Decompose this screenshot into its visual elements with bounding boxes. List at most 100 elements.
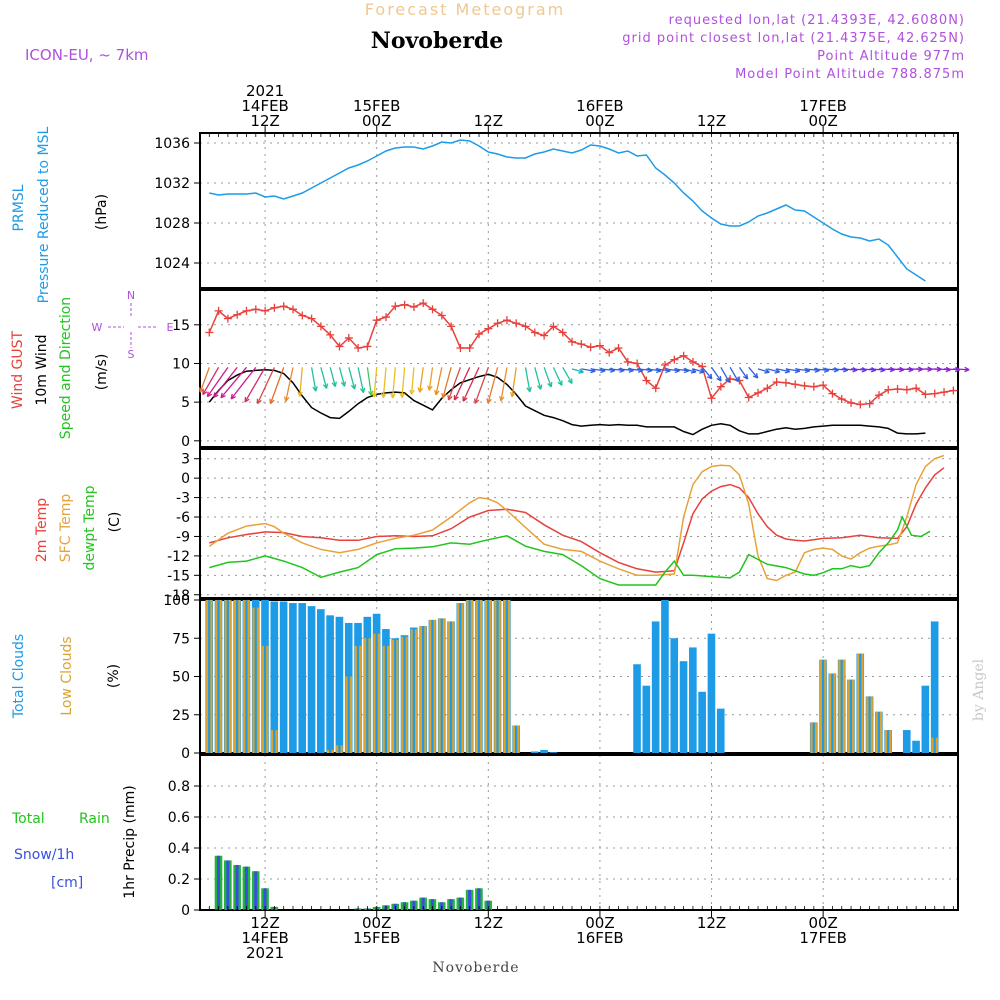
gust-marker xyxy=(465,344,474,353)
wind-labels: Wind GUST 10m Wind Speed and Direction (… xyxy=(10,289,174,439)
gust-marker xyxy=(521,322,530,331)
wind-arrow-head xyxy=(557,380,563,386)
wind-arrow xyxy=(409,367,415,395)
low-cloud-bar xyxy=(935,737,938,753)
wind-arrow-head xyxy=(578,368,584,374)
gust-marker xyxy=(382,313,391,322)
wind-arrow-shaft xyxy=(850,368,867,371)
low-cloud-bar xyxy=(210,600,213,753)
gridpoint-coords: grid point closest lon,lat (21.4375E, 42… xyxy=(622,31,965,46)
total-cloud-bar xyxy=(540,749,548,753)
low-cloud-bar xyxy=(354,645,357,753)
low-cloud-bar xyxy=(368,638,371,753)
low-cloud-bar xyxy=(889,730,892,753)
wind-arrow-head xyxy=(380,392,387,399)
total-cloud-bar xyxy=(642,685,651,753)
wind-arrow xyxy=(474,367,489,404)
wind-arrow-shaft xyxy=(757,368,770,373)
cloud-unit-label: (%) xyxy=(106,664,122,688)
low-cloud-bar xyxy=(247,600,250,753)
gust-marker xyxy=(261,306,270,315)
low-cloud-bar xyxy=(852,679,855,753)
total-cloud-bar xyxy=(512,725,520,753)
low-cloud-bar xyxy=(219,600,222,753)
low-cloud-bar xyxy=(228,600,232,753)
wind-arrow-shaft xyxy=(435,367,443,396)
low-cloud-bar xyxy=(452,621,455,753)
low-cloud-bar xyxy=(494,600,497,753)
wind-arrow-shaft xyxy=(823,368,839,371)
panel-4: 0 0.2 0.4 0.6 0.8 xyxy=(168,754,959,919)
precip-unit-label: 1hr Precip (mm) xyxy=(122,785,138,898)
wind-arrow xyxy=(244,367,266,403)
temp-unit-label: (C) xyxy=(107,512,123,533)
wind-arrow-shaft xyxy=(552,367,563,386)
wind-arrow xyxy=(297,367,303,397)
wind-arrow-head xyxy=(283,396,290,402)
wind-arrow xyxy=(729,367,740,383)
low-cloud-bar xyxy=(387,645,390,753)
gust-marker xyxy=(223,314,232,323)
gust-marker xyxy=(800,381,809,390)
total-cloud-bar xyxy=(493,600,502,753)
top-time-label: 14FEB xyxy=(241,97,288,115)
y-tick-label: -12 xyxy=(167,549,190,565)
gust-marker xyxy=(614,344,623,353)
total-cloud-bar xyxy=(902,730,911,753)
gust-marker xyxy=(456,344,465,353)
low-cloud-bar xyxy=(931,737,934,753)
watermark: by Angel xyxy=(971,658,987,721)
wind-arrow-shaft xyxy=(357,367,365,393)
wind-arrow xyxy=(269,367,285,405)
total-cloud-bar xyxy=(363,616,372,753)
low-cloud-bar xyxy=(359,645,362,753)
wind-arrow xyxy=(230,366,257,400)
wind-arrow-head xyxy=(297,391,303,397)
snow-bar xyxy=(486,900,490,910)
low-cloud-bar xyxy=(438,618,441,753)
total-cloud-bar xyxy=(372,613,381,753)
sfc-label: SFC Temp xyxy=(58,494,74,563)
wind-arrow-head xyxy=(764,368,770,374)
top-time-label: 16FEB xyxy=(576,97,623,115)
wind-arrow-head xyxy=(390,393,396,399)
wind-arrow-shaft xyxy=(453,367,471,401)
low-cloud-bar xyxy=(233,600,236,753)
low-cloud-bar xyxy=(503,600,506,753)
low-cloud-bar xyxy=(433,619,436,753)
gust-marker xyxy=(530,328,539,337)
wind-arrow-shaft xyxy=(366,367,373,396)
wind-arrow-shaft xyxy=(199,367,210,393)
gust-marker xyxy=(558,328,567,337)
wind-arrow xyxy=(720,367,731,383)
gust-marker xyxy=(819,381,828,390)
snow-bar xyxy=(254,871,258,910)
wind-arrow-head xyxy=(359,387,366,394)
wind-arrow-shaft xyxy=(202,367,220,395)
y-tick-label: -15 xyxy=(167,568,190,584)
wind-arrow-shaft xyxy=(373,367,378,398)
low-cloud-bar xyxy=(405,636,408,753)
top-time-label: 15FEB xyxy=(353,97,400,115)
low-cloud-bar xyxy=(861,653,864,753)
wind-arrow-head xyxy=(269,398,275,405)
total-cloud-bar xyxy=(809,722,818,753)
gust-marker xyxy=(642,376,651,385)
y-tick-label: -3 xyxy=(176,491,190,507)
low-cloud-bar xyxy=(870,696,873,753)
low-cloud-bar xyxy=(364,638,367,753)
gust-marker xyxy=(242,306,251,315)
wind-arrow-shaft xyxy=(664,368,680,372)
rain-label: Rain xyxy=(79,811,110,827)
wind-arrow-shaft xyxy=(269,367,285,404)
wind-arrow-head xyxy=(340,381,347,387)
wind-arrow xyxy=(441,367,452,399)
y-tick-label: 0.8 xyxy=(168,779,190,795)
gust-marker xyxy=(949,386,958,395)
gust-marker xyxy=(595,341,604,350)
total-cloud-bar xyxy=(307,606,316,753)
gust-marker xyxy=(344,333,353,342)
total-cloud-bar xyxy=(437,618,446,753)
wind-arrow xyxy=(202,367,220,396)
